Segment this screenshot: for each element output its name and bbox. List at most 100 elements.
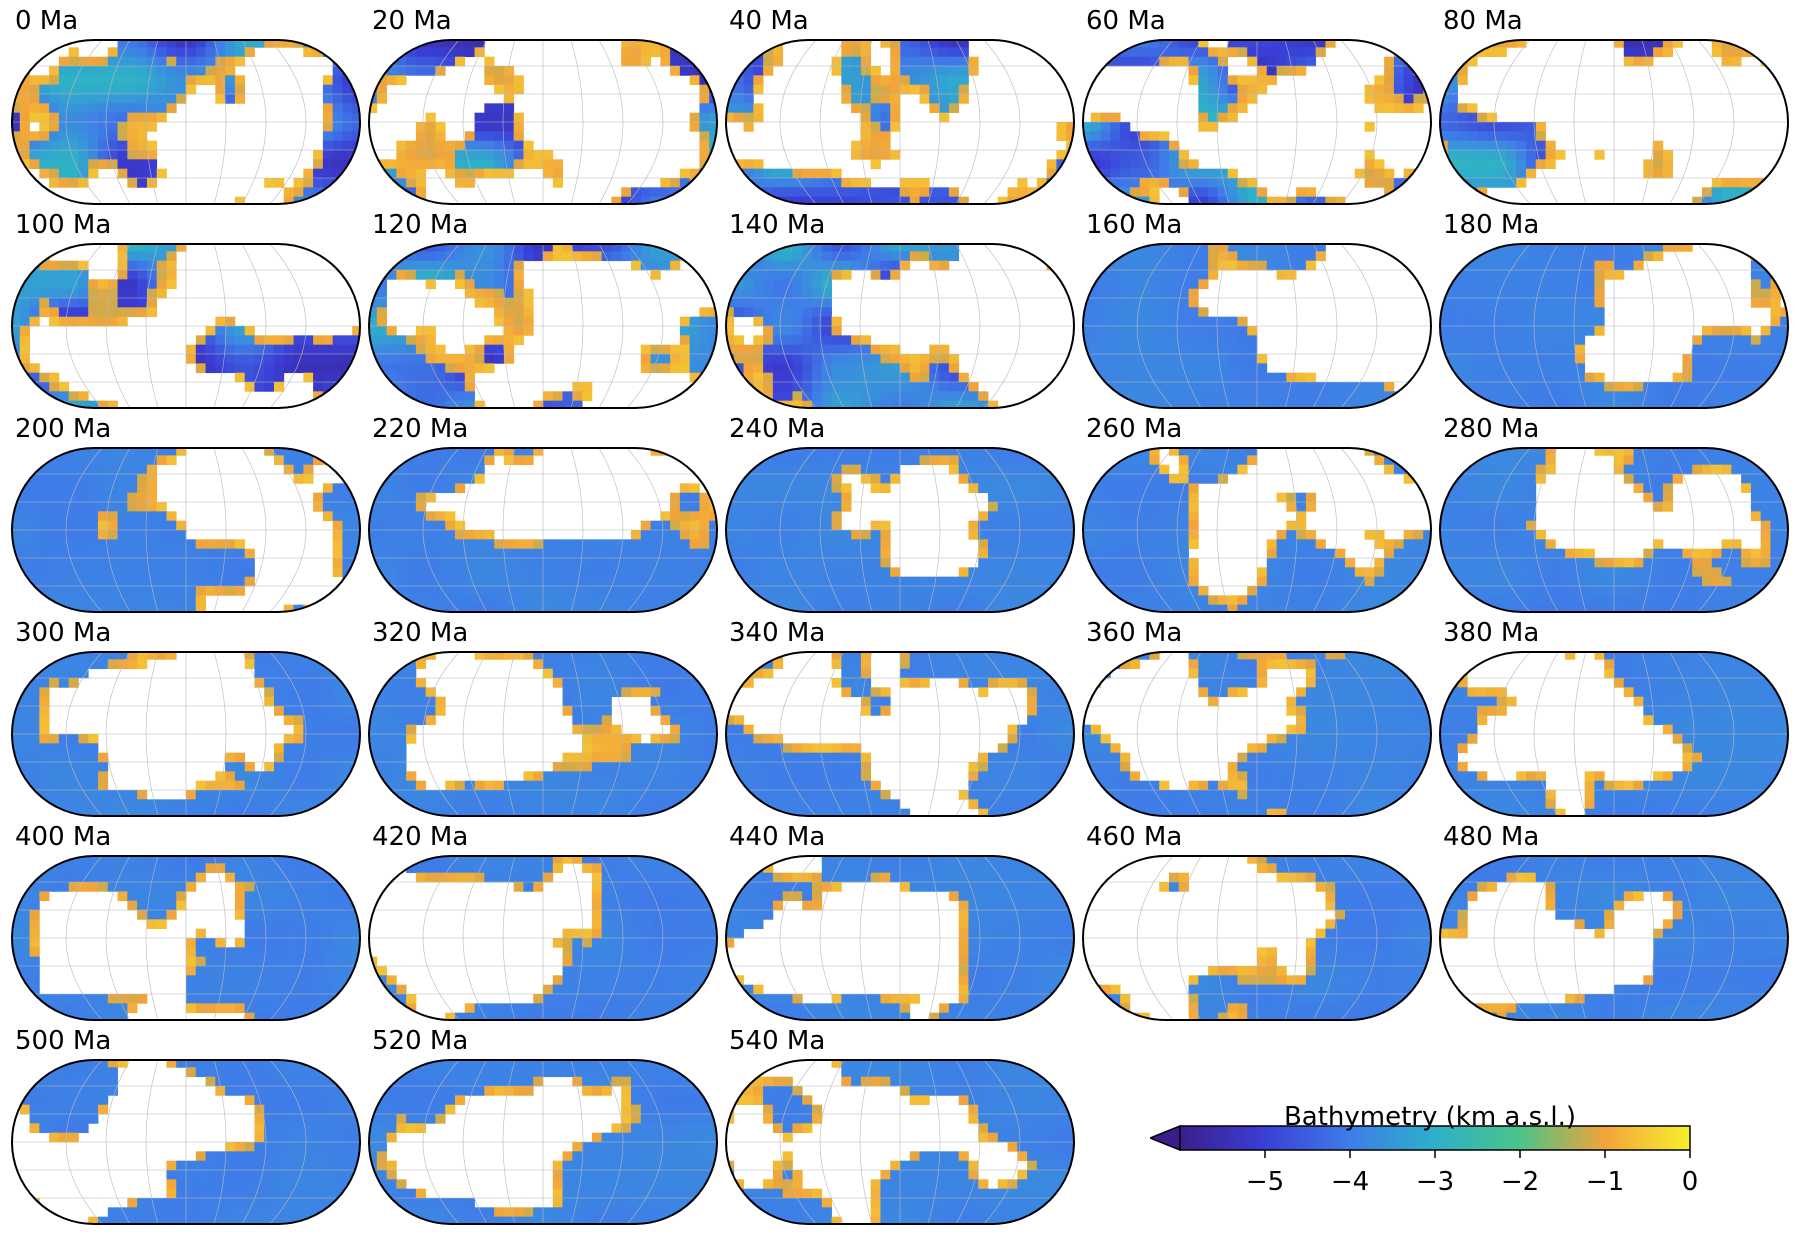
bathymetry-map	[725, 39, 1075, 205]
bathymetry-map	[1082, 651, 1432, 817]
panel-label: 200 Ma	[15, 414, 112, 444]
panel-label: 140 Ma	[729, 210, 826, 240]
panel-label: 260 Ma	[1086, 414, 1183, 444]
graticule	[369, 448, 717, 612]
map-outline	[725, 1059, 1075, 1225]
panel-label: 320 Ma	[372, 618, 469, 648]
panel-label: 380 Ma	[1443, 618, 1540, 648]
graticule	[369, 244, 717, 408]
bathymetry-cells	[12, 448, 360, 612]
panel-label: 300 Ma	[15, 618, 112, 648]
map-outline	[725, 39, 1075, 205]
bathymetry-map	[725, 651, 1075, 817]
bathymetry-cells	[369, 652, 717, 816]
colorbar-ticks	[1264, 1150, 1691, 1158]
colorbar-tick-label: −5	[1245, 1167, 1285, 1197]
bathymetry-cells	[1440, 448, 1788, 612]
map-outline	[11, 243, 361, 409]
graticule	[1440, 652, 1788, 816]
bathymetry-map	[1439, 243, 1789, 409]
panel-label: 520 Ma	[372, 1026, 469, 1056]
bathymetry-cells	[1083, 652, 1431, 816]
map-outline	[725, 447, 1075, 613]
graticule	[12, 448, 360, 612]
colorbar-tick-label: −2	[1500, 1167, 1540, 1197]
panel-label: 60 Ma	[1086, 6, 1166, 36]
graticule	[12, 652, 360, 816]
bathymetry-map	[725, 447, 1075, 613]
graticule	[1083, 856, 1431, 1020]
graticule	[12, 856, 360, 1020]
map-outline	[368, 855, 718, 1021]
map-outline	[368, 243, 718, 409]
bathymetry-map	[1439, 447, 1789, 613]
bathymetry-map	[1082, 243, 1432, 409]
bathymetry-map	[11, 1059, 361, 1225]
map-outline	[1439, 855, 1789, 1021]
bathymetry-map	[1082, 855, 1432, 1021]
panel-label: 500 Ma	[15, 1026, 112, 1056]
panel-label: 480 Ma	[1443, 822, 1540, 852]
panel-label: 460 Ma	[1086, 822, 1183, 852]
map-outline	[11, 447, 361, 613]
graticule	[726, 244, 1074, 408]
panel-label: 40 Ma	[729, 6, 809, 36]
panel-label: 80 Ma	[1443, 6, 1523, 36]
colorbar-tick-label: 0	[1681, 1167, 1699, 1197]
graticule	[12, 40, 360, 204]
map-outline	[11, 39, 361, 205]
bathymetry-map	[11, 447, 361, 613]
bathymetry-cells	[1083, 448, 1431, 612]
map-outline	[1082, 651, 1432, 817]
graticule	[726, 448, 1074, 612]
map-outline	[11, 1059, 361, 1225]
bathymetry-map	[11, 651, 361, 817]
panel-label: 340 Ma	[729, 618, 826, 648]
map-outline	[1082, 855, 1432, 1021]
map-outline	[1439, 447, 1789, 613]
bathymetry-map	[11, 243, 361, 409]
graticule	[726, 856, 1074, 1020]
bathymetry-map	[1439, 855, 1789, 1021]
graticule	[1083, 448, 1431, 612]
graticule	[369, 1060, 717, 1224]
panel-label: 440 Ma	[729, 822, 826, 852]
map-outline	[368, 39, 718, 205]
map-outline	[11, 855, 361, 1021]
panel-label: 20 Ma	[372, 6, 452, 36]
graticule	[1440, 448, 1788, 612]
graticule	[369, 40, 717, 204]
map-outline	[1082, 39, 1432, 205]
panel-label: 420 Ma	[372, 822, 469, 852]
graticule	[369, 652, 717, 816]
panel-label: 0 Ma	[15, 6, 79, 36]
colorbar-tick-label: −4	[1330, 1167, 1370, 1197]
graticule	[12, 244, 360, 408]
panel-label: 160 Ma	[1086, 210, 1183, 240]
panel-label: 100 Ma	[15, 210, 112, 240]
panel-label: 120 Ma	[372, 210, 469, 240]
colorbar-title: Bathymetry (km a.s.l.)	[1283, 1102, 1577, 1132]
bathymetry-map	[1439, 39, 1789, 205]
map-outline	[368, 1059, 718, 1225]
graticule	[726, 1060, 1074, 1224]
map-outline	[725, 243, 1075, 409]
bathymetry-map	[368, 39, 718, 205]
map-outline	[1082, 447, 1432, 613]
panel-label: 400 Ma	[15, 822, 112, 852]
bathymetry-map	[368, 447, 718, 613]
bathymetry-map	[11, 39, 361, 205]
graticule	[1083, 40, 1431, 204]
bathymetry-cells	[726, 1060, 1074, 1224]
bathymetry-map	[1439, 651, 1789, 817]
bathymetry-map	[725, 243, 1075, 409]
graticule	[726, 652, 1074, 816]
map-outline	[11, 651, 361, 817]
graticule	[1440, 40, 1788, 204]
bathymetry-map	[725, 1059, 1075, 1225]
graticule	[12, 1060, 360, 1224]
map-outline	[1082, 243, 1432, 409]
graticule	[1083, 244, 1431, 408]
panel-label: 240 Ma	[729, 414, 826, 444]
